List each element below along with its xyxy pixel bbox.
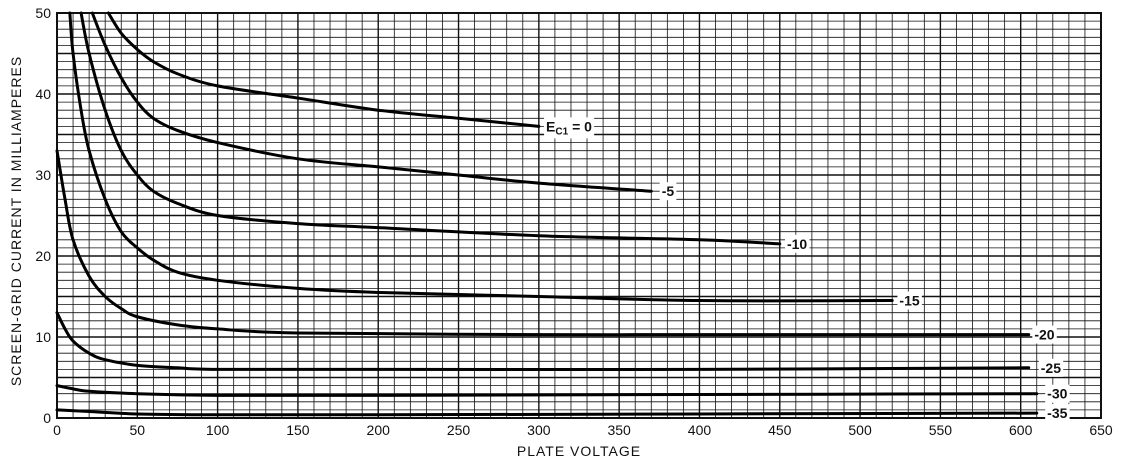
curve-label: -5 (662, 183, 675, 199)
y-ticks: 0 10 20 30 40 50 (35, 5, 51, 426)
curve-label-backing (897, 291, 922, 310)
x-tick-label: 550 (929, 422, 953, 438)
curve-label: -10 (787, 236, 807, 252)
x-tick-label: 350 (607, 422, 631, 438)
curve-series (68, 11, 894, 303)
curve-label: EC1 = 0 (546, 118, 592, 137)
x-tick-label: 50 (130, 422, 146, 438)
curve-label-backing (1032, 325, 1057, 344)
x-tick-label: 0 (53, 422, 61, 438)
x-axis-title: PLATE VOLTAGE (517, 443, 641, 459)
x-tick-label: 400 (688, 422, 712, 438)
y-tick-label: 50 (35, 5, 51, 21)
curve-series (55, 311, 1031, 372)
curve-series (106, 11, 541, 128)
curve-series (55, 384, 1039, 397)
curves (55, 11, 1039, 417)
curve-series (55, 408, 1039, 417)
y-tick-label: 30 (35, 167, 51, 183)
y-tick-label: 0 (43, 410, 51, 426)
curve-labels: EC1 = 0 -5 -10 -15 -20 -25 -30 -35 (544, 117, 1070, 423)
y-axis-title: SCREEN-GRID CURRENT IN MILLIAMPERES (8, 56, 24, 386)
curve-label: -25 (1041, 360, 1061, 376)
curve-series (55, 149, 1031, 337)
x-tick-label: 100 (206, 422, 230, 438)
curve-series (90, 11, 653, 193)
curve-series (79, 11, 782, 246)
plot-border (56, 12, 1102, 419)
y-tick-label: 40 (35, 86, 51, 102)
curve-label-backing (1045, 384, 1070, 403)
x-tick-label: 450 (768, 422, 792, 438)
x-tick-label: 600 (1009, 422, 1033, 438)
x-tick-label: 500 (848, 422, 872, 438)
y-tick-label: 10 (35, 329, 51, 345)
x-tick-label: 650 (1089, 422, 1113, 438)
y-tick-label: 20 (35, 248, 51, 264)
curve-label-backing (1038, 358, 1064, 377)
x-tick-label: 200 (367, 422, 391, 438)
curve-label-backing (659, 182, 677, 201)
x-tick-label: 250 (447, 422, 471, 438)
curve-label-backing (784, 234, 810, 253)
curve-label: -35 (1047, 405, 1067, 421)
curve-label-backing (1045, 404, 1070, 423)
x-ticks: 0 50 100 150 200 250 300 350 400 450 500 550 600 650 (53, 422, 1113, 438)
curve-label: -15 (899, 293, 919, 309)
grid (56, 12, 1102, 419)
x-tick-label: 300 (527, 422, 551, 438)
curve-label-backing (544, 117, 595, 139)
curve-label: -30 (1047, 386, 1067, 402)
curve-label: -20 (1034, 327, 1054, 343)
x-tick-label: 150 (286, 422, 310, 438)
